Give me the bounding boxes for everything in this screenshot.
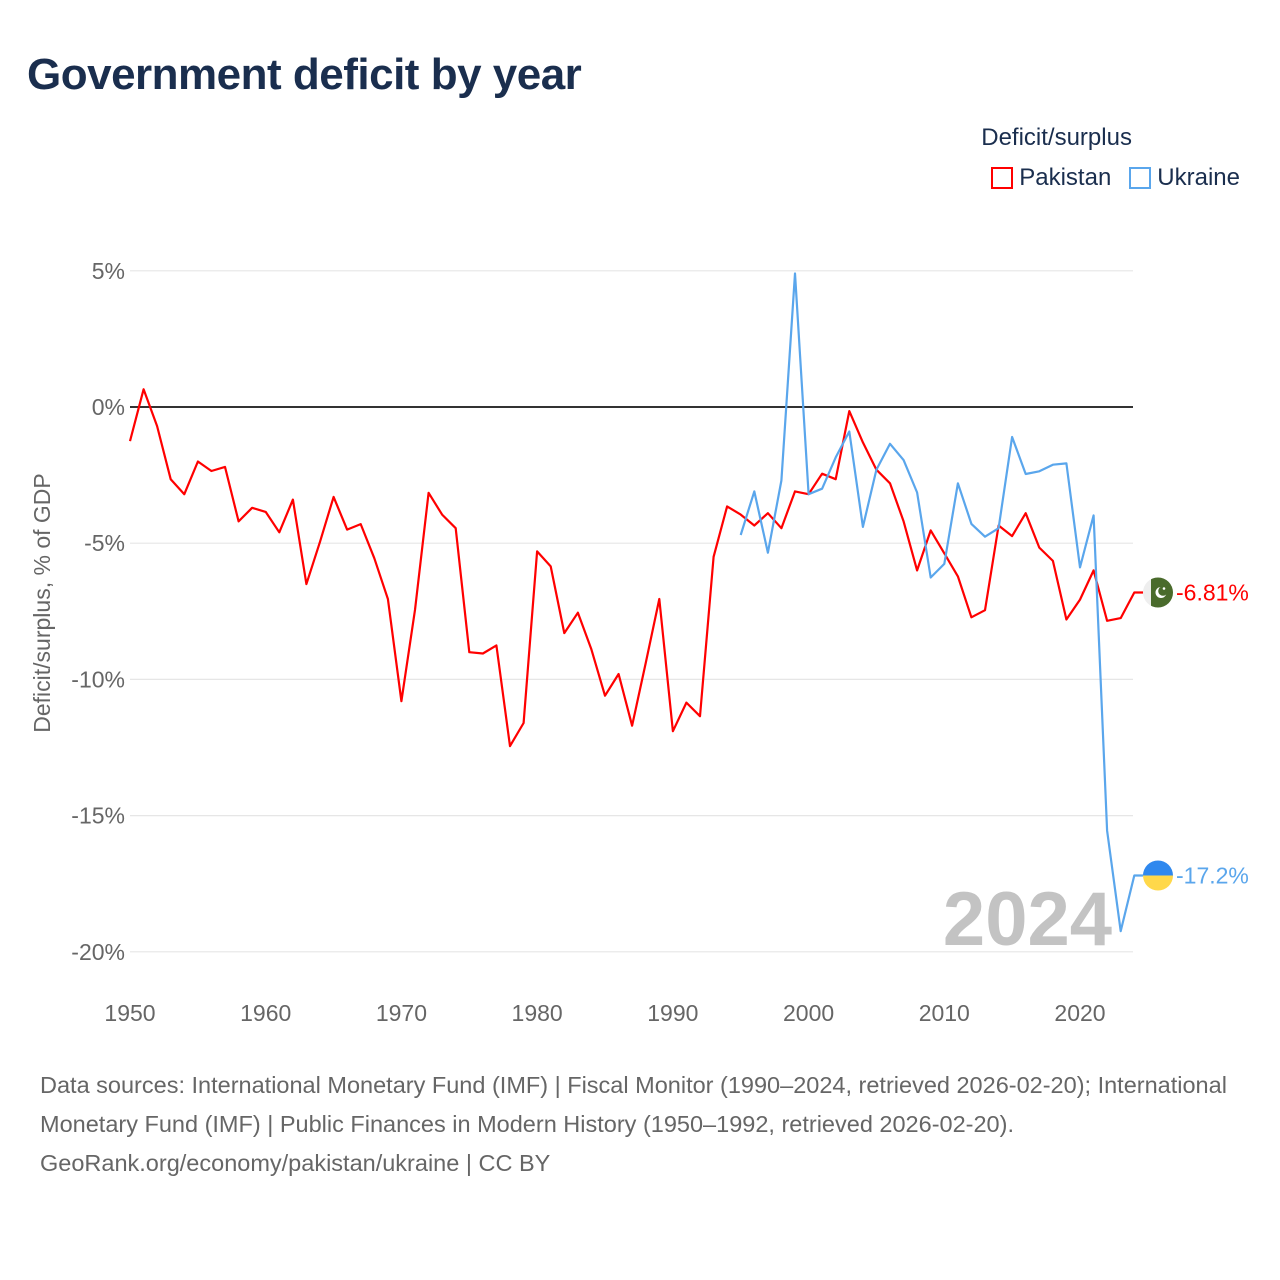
chart-title: Government deficit by year [27, 50, 582, 99]
y-tick-label: 0% [92, 394, 125, 420]
x-tick-label: 2010 [919, 1000, 970, 1026]
y-axis-title: Deficit/surplus, % of GDP [29, 473, 55, 732]
credit-link[interactable]: GeoRank.org/economy/pakistan/ukraine | C… [40, 1150, 551, 1176]
legend-item-pakistan[interactable]: Pakistan [991, 164, 1111, 192]
current-year-watermark: 2024 [943, 877, 1112, 962]
y-tick-label: -5% [84, 530, 125, 556]
data-sources: Data sources: International Monetary Fun… [40, 1072, 1227, 1137]
series-line-pakistan[interactable] [128, 388, 1143, 748]
y-tick-label: 5% [92, 258, 125, 284]
legend: Deficit/surplus Pakistan Ukraine [981, 124, 1240, 192]
legend-title: Deficit/surplus [981, 124, 1132, 151]
end-value-label: -6.81% [1176, 580, 1249, 606]
legend-swatch-ukraine [1129, 167, 1152, 189]
series-line-ukraine[interactable] [739, 272, 1143, 933]
y-tick-label: -15% [71, 803, 125, 829]
legend-label: Pakistan [1019, 164, 1112, 191]
legend-label: Ukraine [1157, 164, 1240, 191]
flag-icon-pakistan [1143, 577, 1173, 608]
end-value-label: -17.2% [1176, 863, 1249, 889]
x-tick-label: 2000 [783, 1000, 834, 1026]
x-tick-label: 2020 [1054, 1000, 1105, 1026]
flag-icon-ukraine [1143, 860, 1173, 891]
x-tick-label: 1980 [512, 1000, 563, 1026]
y-tick-label: -20% [71, 939, 125, 965]
x-tick-label: 1960 [240, 1000, 291, 1026]
legend-item-ukraine[interactable]: Ukraine [1129, 164, 1240, 192]
x-tick-label: 1950 [104, 1000, 155, 1026]
line-chart: 5% 0% -5% -10% -15% -20% 1950 1960 1970 1980 1990… [29, 258, 1249, 1026]
y-tick-label: -10% [71, 666, 125, 692]
x-tick-label: 1990 [647, 1000, 698, 1026]
legend-swatch-pakistan [991, 167, 1014, 189]
x-tick-label: 1970 [376, 1000, 427, 1026]
footer: Data sources: International Monetary Fun… [40, 1066, 1240, 1183]
